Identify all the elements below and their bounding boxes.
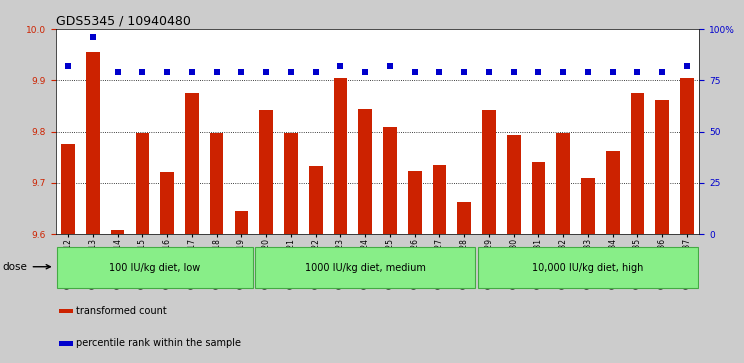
Bar	[309, 166, 322, 234]
Point	[507, 69, 519, 75]
Point	[260, 69, 272, 75]
Point	[681, 63, 693, 69]
Bar	[161, 172, 174, 234]
Point	[112, 69, 124, 75]
Point	[211, 69, 222, 75]
Bar	[631, 93, 644, 234]
Bar	[482, 110, 496, 234]
Bar	[59, 341, 73, 346]
Text: 1000 IU/kg diet, medium: 1000 IU/kg diet, medium	[305, 263, 426, 273]
Bar	[655, 100, 669, 234]
Text: transformed count: transformed count	[77, 306, 167, 316]
Point	[557, 69, 569, 75]
Bar	[606, 151, 620, 234]
Point	[87, 34, 99, 40]
Point	[408, 69, 420, 75]
Bar	[255, 247, 475, 288]
Bar	[581, 178, 594, 234]
Bar	[61, 144, 75, 234]
Bar	[478, 247, 698, 288]
Text: dose: dose	[3, 262, 51, 272]
Point	[335, 63, 347, 69]
Bar	[383, 127, 397, 234]
Point	[607, 69, 619, 75]
Point	[161, 69, 173, 75]
Bar	[507, 135, 521, 234]
Bar	[185, 93, 199, 234]
Bar	[458, 202, 471, 234]
Bar	[135, 133, 150, 234]
Point	[310, 69, 321, 75]
Bar	[359, 109, 372, 234]
Bar	[557, 132, 570, 234]
Point	[236, 69, 248, 75]
Bar	[433, 166, 446, 234]
Text: 100 IU/kg diet, low: 100 IU/kg diet, low	[109, 263, 200, 273]
Bar	[408, 171, 422, 234]
Point	[359, 69, 371, 75]
Point	[582, 69, 594, 75]
Point	[136, 69, 148, 75]
Bar	[59, 309, 73, 314]
Bar	[260, 110, 273, 234]
Bar	[680, 78, 694, 234]
Point	[656, 69, 668, 75]
Point	[384, 63, 396, 69]
Point	[483, 69, 495, 75]
Bar	[333, 78, 347, 234]
Bar	[86, 52, 100, 234]
Bar	[111, 230, 124, 234]
Point	[285, 69, 297, 75]
Bar	[532, 162, 545, 234]
Text: 10,000 IU/kg diet, high: 10,000 IU/kg diet, high	[532, 263, 644, 273]
Bar	[234, 211, 248, 234]
Point	[186, 69, 198, 75]
Point	[632, 69, 644, 75]
Bar	[210, 133, 223, 234]
Text: percentile rank within the sample: percentile rank within the sample	[77, 338, 241, 348]
Point	[533, 69, 545, 75]
Bar	[57, 247, 252, 288]
Text: GDS5345 / 10940480: GDS5345 / 10940480	[56, 15, 190, 28]
Bar	[284, 133, 298, 234]
Point	[62, 63, 74, 69]
Point	[458, 69, 470, 75]
Point	[434, 69, 446, 75]
